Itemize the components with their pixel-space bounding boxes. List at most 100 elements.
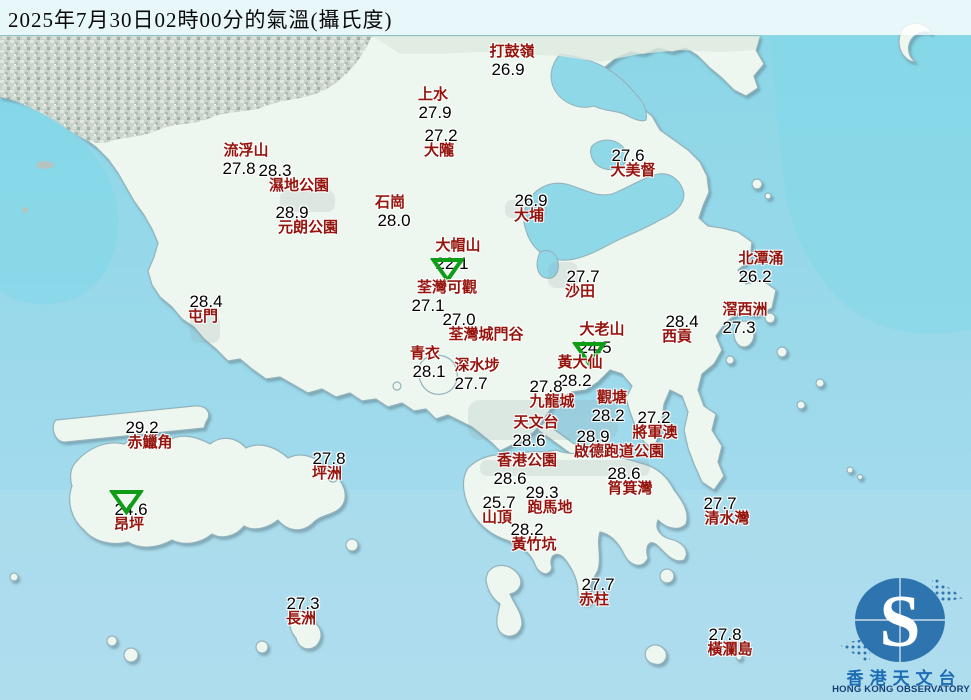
station-label-將軍澳: 27.2 將軍澳 (632, 409, 677, 442)
station-label-坪洲: 27.8 坪洲 (310, 449, 346, 483)
station-temperature: 27.8 (222, 158, 256, 178)
station-temperature: 27.1 (411, 295, 445, 315)
station-name: 打鼓嶺 (489, 44, 535, 60)
station-label-天文台: 天文台 28.6 (512, 415, 559, 449)
tsing-yi (418, 354, 458, 395)
ma-wan (392, 381, 402, 391)
station-temperature: 27.9 (418, 102, 452, 122)
peng-chau (327, 471, 339, 483)
station-temperature: 28.6 (607, 464, 641, 483)
station-name: 流浮山 (223, 143, 269, 159)
basalt-island (815, 378, 825, 388)
shatin-inlet (536, 249, 559, 279)
station-name: 山頂 (481, 510, 512, 526)
station-name: 元朗公園 (277, 220, 339, 236)
station-temperature: 28.2 (510, 520, 544, 539)
station-temperature: 28.2 (591, 405, 625, 425)
station-name: 九龍城 (529, 394, 575, 410)
station-temperature: 27.8 (529, 377, 563, 396)
deep-bay-tint (0, 97, 119, 305)
hei-ling-chau (345, 538, 359, 552)
station-temperature: 27.7 (581, 575, 615, 594)
landmasses (0, 22, 933, 665)
station-label-大老山: 大老山 24.5 (571, 322, 625, 368)
po-toi (644, 644, 667, 665)
mudflat (22, 207, 28, 213)
station-name: 上水 (417, 87, 448, 103)
station-temperature: 27.8 (312, 449, 346, 468)
station-label-元朗公園: 28.9 元朗公園 (275, 204, 339, 237)
station-label-北潭涌: 北潭涌 26.2 (738, 251, 784, 285)
station-label-長洲: 27.3 長洲 (284, 595, 320, 628)
station-temperature: 27.6 (611, 146, 645, 165)
station-name: 大美督 (610, 163, 656, 179)
station-temperature: 27.7 (566, 267, 600, 286)
shek-kwu-chau (255, 640, 269, 654)
waglan-island (735, 653, 743, 661)
station-name: 大帽山 (435, 238, 481, 254)
station-name: 黃竹坑 (511, 537, 557, 553)
station-name: 屯門 (187, 309, 218, 325)
station-temperature: 27.2 (637, 408, 671, 427)
station-name: 石崗 (374, 195, 405, 211)
station-name: 深水埗 (454, 358, 500, 374)
station-temperature: 27.7 (454, 373, 488, 393)
station-temperature: 29.2 (125, 418, 159, 437)
hong-kong-island (462, 449, 688, 605)
station-label-西貢: 28.4 西貢 (660, 313, 699, 346)
station-label-大隴: 27.2 大隴 (422, 126, 458, 160)
station-label-大美督: 27.6 大美督 (610, 147, 655, 180)
station-label-清水灣: 27.7 清水灣 (703, 495, 750, 528)
station-name: 筲箕灣 (607, 481, 653, 497)
svg-text:S: S (879, 581, 920, 663)
station-name: 濕地公園 (268, 178, 330, 194)
station-label-赤鱲角: 29.2 赤鱲角 (125, 419, 172, 452)
airport-island (52, 405, 210, 443)
station-name: 荃灣可觀 (416, 280, 478, 296)
station-name: 天文台 (513, 415, 559, 431)
station-label-筲箕灣: 28.6 筲箕灣 (607, 465, 652, 498)
urban-patches (190, 190, 650, 476)
station-name: 黃大仙 (557, 355, 603, 371)
station-name: 北潭涌 (738, 251, 784, 267)
station-temperature: 28.4 (665, 312, 699, 331)
station-name: 跑馬地 (527, 500, 573, 516)
station-label-流浮山: 流浮山 27.8 (222, 143, 269, 177)
station-name: 大埔 (513, 208, 544, 224)
station-label-赤柱: 27.7 赤柱 (577, 576, 615, 609)
station-name: 清水灣 (704, 511, 750, 527)
station-label-滘西洲: 滘西洲 27.3 (722, 302, 767, 336)
hko-logo: S 香港天文台 HONG KONG OBSERVATORY (826, 572, 971, 696)
station-name: 坪洲 (311, 466, 342, 482)
station-temperature: 28.6 (493, 468, 527, 488)
station-label-啟德跑道公園: 28.9 啟德跑道公園 (574, 428, 664, 461)
station-temperature: 27.7 (703, 494, 737, 513)
station-label-沙田: 27.7 沙田 (563, 267, 600, 301)
station-label-大帽山: 大帽山 22.1 (429, 238, 481, 284)
station-name: 昂坪 (113, 517, 144, 533)
islet (764, 312, 776, 324)
islet (776, 346, 788, 358)
station-label-橫瀾島: 27.8 橫瀾島 (707, 626, 752, 659)
station-temperature: 24.6 (114, 500, 148, 519)
station-temperature: 27.2 (424, 126, 458, 145)
station-name: 將軍澳 (632, 425, 678, 441)
station-label-石崗: 石崗 28.0 (373, 195, 411, 229)
station-label-荃灣城門谷: 27.0 荃灣城門谷 (442, 311, 523, 344)
station-label-打鼓嶺: 打鼓嶺 26.9 (489, 44, 535, 78)
station-label-黃大仙: 黃大仙 28.2 (557, 355, 603, 389)
station-label-香港公園: 香港公園 28.6 (493, 453, 558, 487)
station-label-九龍城: 27.8 九龍城 (529, 378, 574, 411)
starling-inlet (550, 53, 647, 122)
station-label-跑馬地: 29.3 跑馬地 (525, 484, 573, 517)
station-temperature: 27.3 (722, 317, 756, 337)
station-name: 大老山 (579, 322, 625, 338)
station-temperature: 28.6 (512, 430, 546, 450)
hko-logo-icon: S (838, 576, 964, 664)
station-name: 香港公園 (496, 453, 558, 469)
station-label-青衣: 青衣 28.1 (408, 346, 446, 380)
tung-lung-chau (659, 568, 675, 584)
station-temperature: 27.8 (708, 625, 742, 644)
